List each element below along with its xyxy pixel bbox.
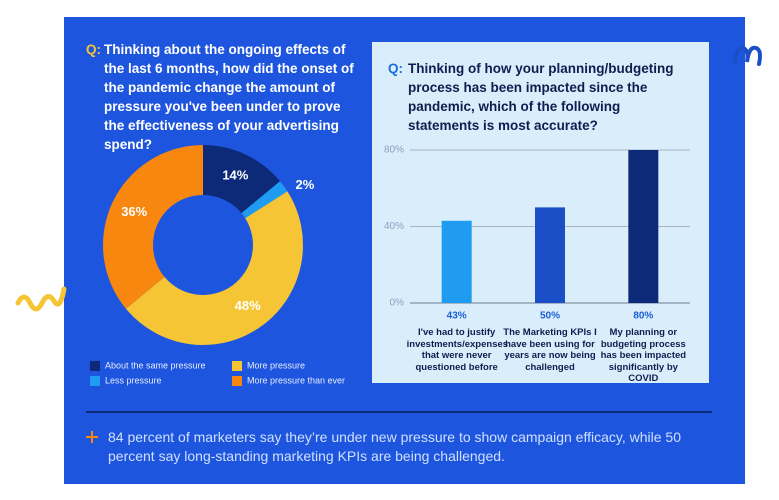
footnote: 84 percent of marketers say they’re unde…	[108, 429, 681, 464]
x-tick-label: I've had to justify investments/expenses…	[406, 327, 509, 373]
legend-label: More pressure	[247, 360, 305, 370]
data-label: 50%	[540, 311, 560, 322]
logo-mark	[733, 45, 762, 66]
legend-label: Less pressure	[105, 375, 162, 385]
legend-label: More pressure than ever	[247, 375, 345, 385]
bar	[441, 220, 472, 303]
plus-icon	[86, 431, 98, 443]
donut-slice	[102, 145, 203, 309]
donut-slice	[125, 191, 304, 345]
question: Thinking about the ongoing effects of th…	[104, 42, 354, 152]
data-label: 36%	[121, 204, 147, 219]
x-tick-label: The Marketing KPIs I have been using for…	[503, 327, 597, 373]
y-tick-label: 0%	[390, 298, 405, 309]
data-label: 80%	[633, 311, 653, 322]
question-label: Q:	[388, 61, 403, 76]
legend-swatch	[232, 376, 242, 386]
legend-label: About the same pressure	[105, 360, 206, 370]
data-label: 48%	[235, 298, 261, 313]
bar	[535, 207, 565, 303]
legend-swatch	[90, 376, 100, 386]
bar	[628, 150, 659, 303]
question: Thinking of how your planning/budgeting …	[408, 61, 674, 133]
data-label: 14%	[222, 168, 248, 183]
y-tick-label: 40%	[384, 221, 404, 232]
x-tick-label: My planning or budgeting process has bee…	[600, 327, 687, 384]
legend-swatch	[232, 361, 242, 371]
squiggle	[15, 286, 67, 312]
data-label: 2%	[296, 177, 315, 192]
data-label: 43%	[447, 311, 467, 322]
donut-slice	[203, 145, 281, 214]
legend-swatch	[90, 361, 100, 371]
question-label: Q:	[86, 42, 101, 57]
y-tick-label: 80%	[384, 145, 404, 156]
donut-slice	[241, 181, 288, 219]
